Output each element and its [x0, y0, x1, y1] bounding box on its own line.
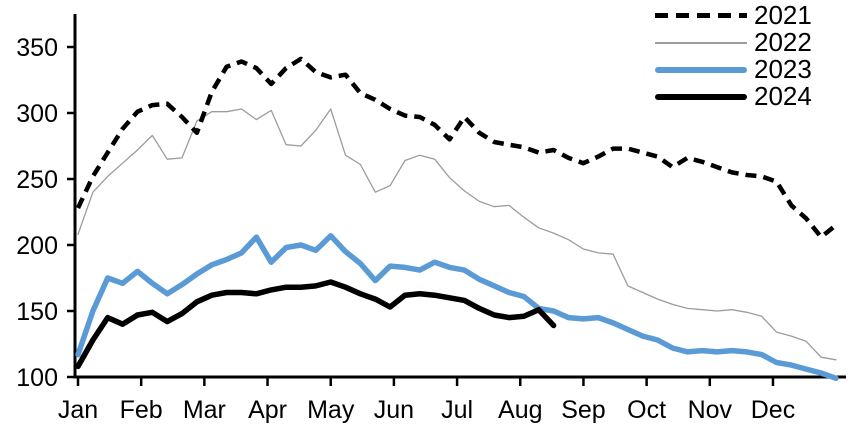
y-tick-label: 100 — [16, 364, 58, 392]
x-tick-label: Feb — [120, 396, 163, 424]
x-tick-label: Jul — [441, 396, 473, 424]
series-line-2021 — [75, 56, 838, 240]
legend-label-2021: 2021 — [754, 0, 812, 30]
x-tick-label: Sep — [561, 396, 605, 424]
series-line-2024 — [75, 279, 557, 370]
y-tick-label: 150 — [16, 298, 58, 326]
legend-label-2024: 2024 — [754, 81, 812, 111]
series-line-2023 — [75, 233, 839, 382]
legend-line-sample-2023 — [655, 66, 747, 73]
legend-item-2021: 2021 — [655, 2, 812, 29]
x-tick-label: Apr — [248, 396, 287, 424]
legend-line-sample-2024 — [655, 93, 747, 100]
legend-label-2022: 2022 — [754, 27, 812, 57]
x-tick-label: Aug — [498, 396, 542, 424]
series-line-2022 — [77, 108, 837, 361]
y-tick-label: 250 — [16, 166, 58, 194]
y-tick-label: 350 — [16, 34, 58, 62]
x-tick-label: Oct — [627, 396, 666, 424]
x-tick-label: May — [307, 396, 355, 424]
x-tick-label: Jan — [58, 396, 98, 424]
legend: 2021 2022 2023 2024 — [655, 2, 812, 110]
legend-item-2022: 2022 — [655, 29, 812, 56]
x-tick-label: Jun — [374, 396, 414, 424]
legend-item-2023: 2023 — [655, 56, 812, 83]
x-tick-label: Nov — [688, 396, 733, 424]
legend-line-sample-2022 — [655, 41, 747, 44]
x-tick-label: Mar — [183, 396, 226, 424]
y-tick-label: 200 — [16, 232, 58, 260]
x-tick-label: Dec — [751, 396, 795, 424]
legend-item-2024: 2024 — [655, 83, 812, 110]
legend-label-2023: 2023 — [754, 54, 812, 84]
y-tick-label: 300 — [16, 100, 58, 128]
legend-line-sample-2021 — [655, 13, 747, 18]
